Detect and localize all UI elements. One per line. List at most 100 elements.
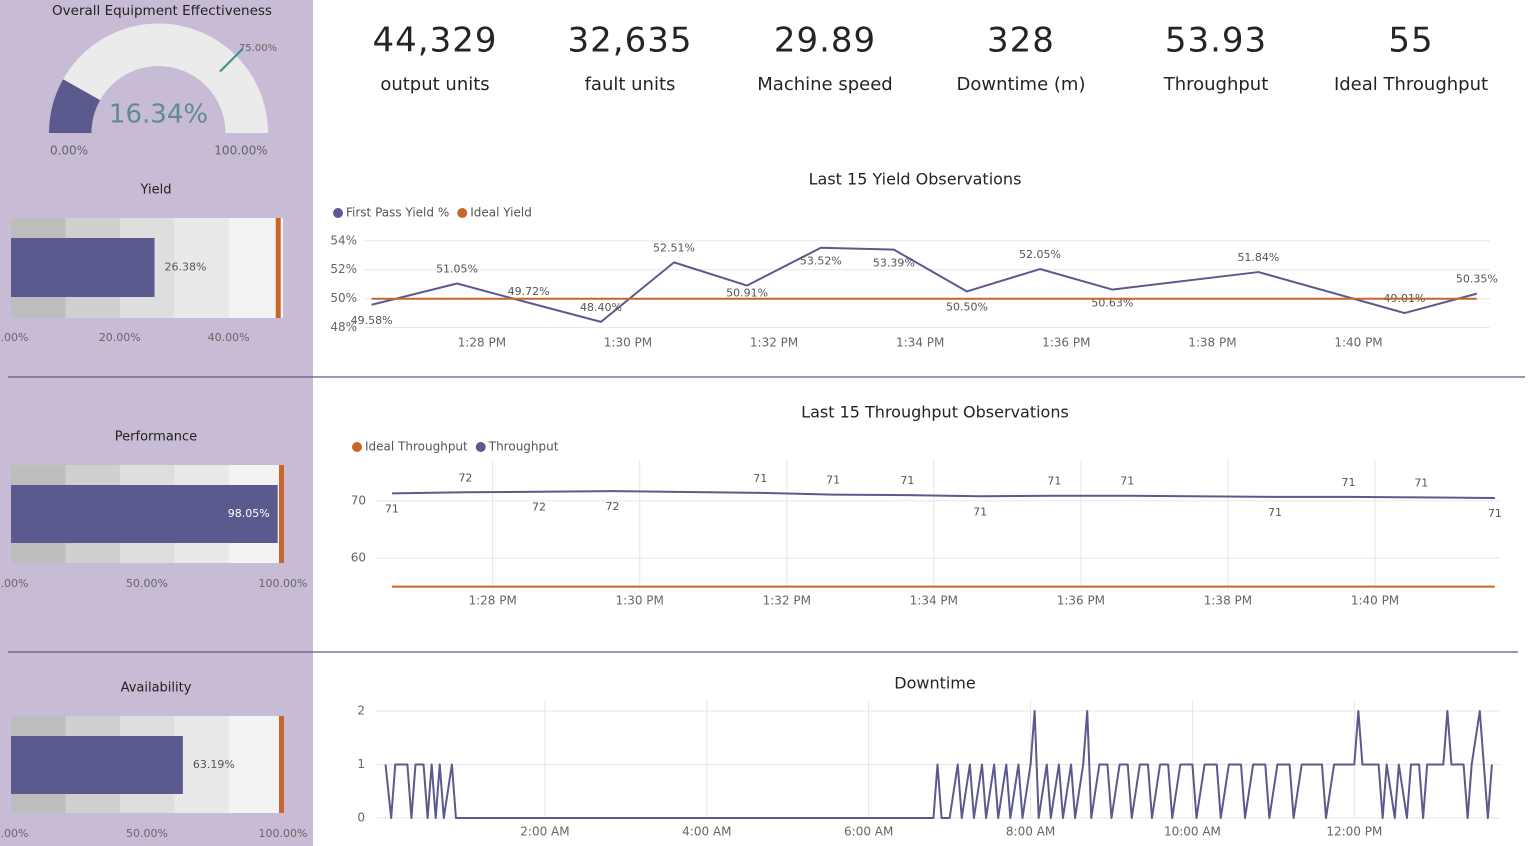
y-tick-label: 1 [357,757,365,771]
y-tick-label: 54% [330,233,357,247]
bullet-band [174,218,229,318]
data-label: 71 [1120,475,1134,488]
series-line [391,490,1495,499]
bullet-bar [11,238,155,297]
kpi-label: Throughput [1163,74,1269,95]
data-label: 50.50% [946,300,988,313]
x-tick-label: 12:00 PM [1326,825,1382,839]
bullet-title: Yield [140,183,172,198]
bullet-bar [11,485,278,543]
x-tick-label: 8:00 AM [1006,825,1055,839]
data-label: 72 [458,471,472,484]
kpi-value: 32,635 [568,21,693,61]
y-tick-label: 50% [330,291,357,305]
y-tick-label: 2 [357,704,365,718]
y-tick-label: 0 [357,811,365,825]
bullet-target [279,465,284,563]
kpi-label: Ideal Throughput [1334,74,1488,95]
data-label: 72 [606,500,620,513]
data-label: 53.52% [800,255,842,268]
gauge-value [49,79,101,133]
kpi-label: output units [380,74,489,95]
x-tick-label: 1:30 PM [604,336,652,350]
x-tick-label: 1:40 PM [1334,336,1382,350]
x-tick-label: 0.00% [0,577,28,590]
data-label: 71 [826,474,840,487]
data-label: 71 [1488,507,1502,520]
x-tick-label: 2:00 AM [520,825,569,839]
data-label: 71 [1414,476,1428,489]
chart-title: Last 15 Throughput Observations [801,403,1069,422]
kpi-value: 55 [1388,21,1433,61]
x-tick-label: 0.00% [0,331,28,344]
x-tick-label: 100.00% [259,577,308,590]
x-tick-label: 50.00% [126,827,168,840]
x-tick-label: 20.00% [99,331,141,344]
data-label: 71 [385,502,399,515]
legend-marker [457,208,468,218]
data-label: 50.35% [1456,273,1498,286]
data-label: 50.63% [1091,297,1133,310]
kpi-value: 53.93 [1165,21,1267,61]
bullet-band [174,716,229,813]
x-tick-label: 6:00 AM [844,825,893,839]
data-label: 53.39% [873,257,915,270]
series-line [371,246,1478,323]
x-tick-label: 1:28 PM [458,336,506,350]
data-label: 71 [1268,506,1282,519]
data-label: 49.58% [351,314,393,327]
series-line [384,710,1493,819]
x-tick-label: 1:32 PM [763,594,811,608]
data-label: 71 [973,505,987,518]
x-tick-label: 100.00% [259,827,308,840]
legend-marker [475,442,486,452]
gauge-value-label: 16.34% [109,100,208,130]
gauge-max-label: 100.00% [214,144,267,158]
x-tick-label: 1:40 PM [1351,594,1399,608]
bullet-target [279,716,284,813]
data-label: 71 [900,474,914,487]
data-label: 49.72% [508,285,550,298]
x-tick-label: 1:32 PM [750,336,798,350]
legend-marker [352,442,362,452]
bullet-bar [11,736,183,794]
legend-label: Ideal Throughput [365,440,468,454]
data-label: 71 [1047,475,1061,488]
bullet-title: Performance [115,430,197,445]
legend-label: First Pass Yield % [346,206,449,220]
kpi-label: Downtime (m) [957,74,1086,95]
x-tick-label: 1:38 PM [1188,336,1236,350]
gauge-target [219,47,244,73]
y-tick-label: 48% [330,320,357,334]
legend-marker [333,208,343,218]
legend-label: Ideal Yield [470,206,532,220]
bullet-value-label: 26.38% [165,261,207,274]
y-tick-label: 70 [351,493,366,507]
kpi-value: 29.89 [774,21,876,61]
x-tick-label: 1:34 PM [910,594,958,608]
kpi-value: 328 [987,21,1055,61]
y-tick-label: 60 [351,551,366,565]
gauge-min-label: 0.00% [50,144,88,158]
x-tick-label: 10:00 AM [1164,825,1221,839]
bullet-title: Availability [121,681,192,696]
data-label: 52.51% [653,241,695,254]
x-tick-label: 1:34 PM [896,336,944,350]
x-tick-label: 50.00% [126,577,168,590]
x-tick-label: 1:36 PM [1057,594,1105,608]
data-label: 71 [753,472,767,485]
left-panel [0,0,313,846]
x-tick-label: 4:00 AM [682,825,731,839]
kpi-value: 44,329 [373,21,498,61]
gauge-target-label: 75.00% [239,43,277,54]
data-label: 51.05% [436,263,478,276]
x-tick-label: 1:30 PM [616,594,664,608]
data-label: 51.84% [1237,251,1279,264]
x-tick-label: 1:38 PM [1204,594,1252,608]
data-label: 50.91% [726,287,768,300]
legend-label: Throughput [488,440,559,454]
gauge-title: Overall Equipment Effectiveness [52,3,272,19]
data-label: 48.40% [580,301,622,314]
